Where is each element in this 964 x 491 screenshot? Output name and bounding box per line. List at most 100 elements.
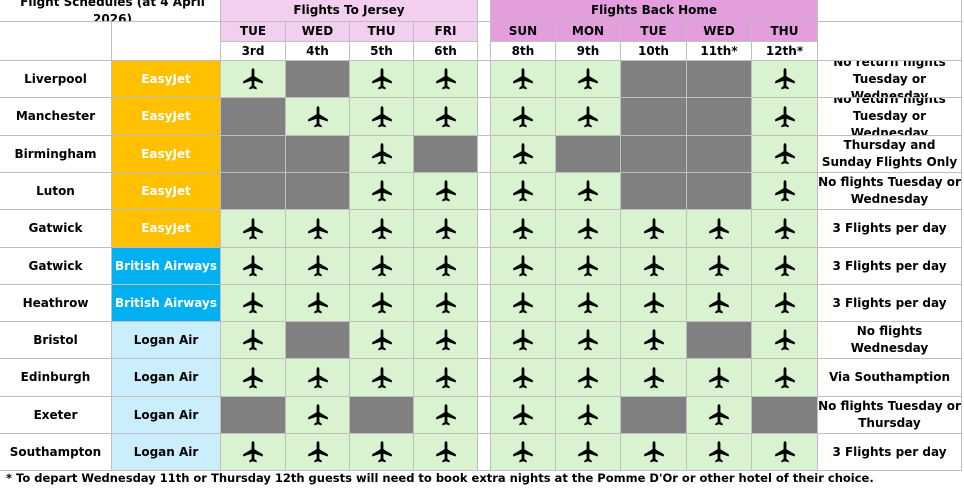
airline-badge: EasyJet bbox=[112, 61, 221, 98]
no-flight-cell bbox=[286, 173, 350, 210]
flight-available-cell bbox=[414, 98, 478, 136]
airplane-icon bbox=[435, 255, 456, 277]
flight-available-cell bbox=[621, 359, 687, 397]
airplane-icon bbox=[307, 217, 328, 239]
flight-available-cell bbox=[350, 359, 414, 397]
airplane-icon bbox=[371, 180, 392, 202]
no-flight-cell bbox=[621, 173, 687, 210]
airplane-icon bbox=[578, 68, 598, 90]
airplane-icon bbox=[578, 366, 598, 388]
flight-available-cell bbox=[414, 173, 478, 210]
date-header: 12th* bbox=[752, 42, 818, 61]
airplane-icon bbox=[243, 292, 263, 314]
flight-available-cell bbox=[286, 434, 350, 471]
flight-available-cell bbox=[286, 397, 350, 434]
no-flight-cell bbox=[687, 322, 752, 359]
airline-badge: British Airways bbox=[112, 285, 221, 322]
origin-airport: Gatwick bbox=[0, 248, 112, 285]
airplane-icon bbox=[643, 217, 664, 239]
airplane-icon bbox=[435, 68, 456, 90]
date-header: 11th* bbox=[687, 42, 752, 61]
schedule-note: No return flights Tuesday or Wednesday bbox=[818, 98, 962, 136]
flight-available-cell bbox=[286, 98, 350, 136]
flight-available-cell bbox=[414, 359, 478, 397]
flight-available-cell bbox=[621, 434, 687, 471]
schedule-note: No flights Wednesday bbox=[818, 322, 962, 359]
airplane-icon bbox=[774, 441, 795, 463]
date-header: 10th bbox=[621, 42, 687, 61]
spacer-cell bbox=[478, 359, 491, 397]
origin-airport: Gatwick bbox=[0, 210, 112, 248]
day-header: WED bbox=[687, 22, 752, 42]
airplane-icon bbox=[578, 329, 598, 351]
airplane-icon bbox=[709, 404, 729, 426]
spacer-cell bbox=[478, 434, 491, 471]
no-flight-cell bbox=[556, 136, 621, 173]
airline-badge: EasyJet bbox=[112, 210, 221, 248]
flight-available-cell bbox=[556, 98, 621, 136]
no-flight-cell bbox=[414, 136, 478, 173]
airplane-icon bbox=[578, 404, 598, 426]
flight-available-cell bbox=[491, 434, 556, 471]
flight-available-cell bbox=[350, 322, 414, 359]
airplane-icon bbox=[774, 68, 795, 90]
flight-available-cell bbox=[687, 397, 752, 434]
flight-available-cell bbox=[221, 322, 286, 359]
origin-airport: Exeter bbox=[0, 397, 112, 434]
flight-available-cell bbox=[350, 61, 414, 98]
flight-available-cell bbox=[556, 397, 621, 434]
blank-header-cell bbox=[818, 22, 962, 61]
airplane-icon bbox=[435, 366, 456, 388]
flight-available-cell bbox=[752, 285, 818, 322]
flight-available-cell bbox=[414, 248, 478, 285]
origin-airport: Luton bbox=[0, 173, 112, 210]
airplane-icon bbox=[578, 217, 598, 239]
no-flight-cell bbox=[621, 98, 687, 136]
airplane-icon bbox=[578, 105, 598, 127]
flight-available-cell bbox=[350, 210, 414, 248]
flight-available-cell bbox=[350, 434, 414, 471]
flight-available-cell bbox=[414, 434, 478, 471]
airplane-icon bbox=[243, 329, 263, 351]
flight-available-cell bbox=[286, 359, 350, 397]
spacer-cell bbox=[478, 173, 491, 210]
airplane-icon bbox=[371, 292, 392, 314]
airplane-icon bbox=[774, 143, 795, 165]
date-header: 9th bbox=[556, 42, 621, 61]
no-flight-cell bbox=[687, 61, 752, 98]
outbound-group-header: Flights To Jersey bbox=[221, 0, 478, 22]
airplane-icon bbox=[371, 441, 392, 463]
table-title: Flight Schedules (at 4 April 2026) bbox=[0, 0, 221, 22]
airline-badge: EasyJet bbox=[112, 173, 221, 210]
date-header: 8th bbox=[491, 42, 556, 61]
flight-available-cell bbox=[687, 285, 752, 322]
no-flight-cell bbox=[221, 98, 286, 136]
flight-available-cell bbox=[221, 285, 286, 322]
airline-badge: British Airways bbox=[112, 248, 221, 285]
airplane-icon bbox=[371, 366, 392, 388]
airplane-icon bbox=[371, 68, 392, 90]
airline-badge: Logan Air bbox=[112, 397, 221, 434]
spacer-cell bbox=[478, 98, 491, 136]
date-header: 6th bbox=[414, 42, 478, 61]
flight-available-cell bbox=[350, 98, 414, 136]
no-flight-cell bbox=[687, 98, 752, 136]
flight-available-cell bbox=[752, 359, 818, 397]
airplane-icon bbox=[435, 180, 456, 202]
origin-airport: Bristol bbox=[0, 322, 112, 359]
airplane-icon bbox=[643, 292, 664, 314]
flight-available-cell bbox=[491, 210, 556, 248]
day-header: TUE bbox=[221, 22, 286, 42]
airline-badge: Logan Air bbox=[112, 322, 221, 359]
airplane-icon bbox=[643, 441, 664, 463]
airplane-icon bbox=[513, 292, 533, 314]
airplane-icon bbox=[643, 255, 664, 277]
footnote: * To depart Wednesday 11th or Thursday 1… bbox=[6, 471, 874, 485]
airplane-icon bbox=[578, 441, 598, 463]
date-header: 3rd bbox=[221, 42, 286, 61]
airplane-icon bbox=[513, 404, 533, 426]
airplane-icon bbox=[371, 105, 392, 127]
flight-available-cell bbox=[752, 248, 818, 285]
airplane-icon bbox=[774, 180, 795, 202]
blank-header-cell bbox=[818, 0, 962, 22]
